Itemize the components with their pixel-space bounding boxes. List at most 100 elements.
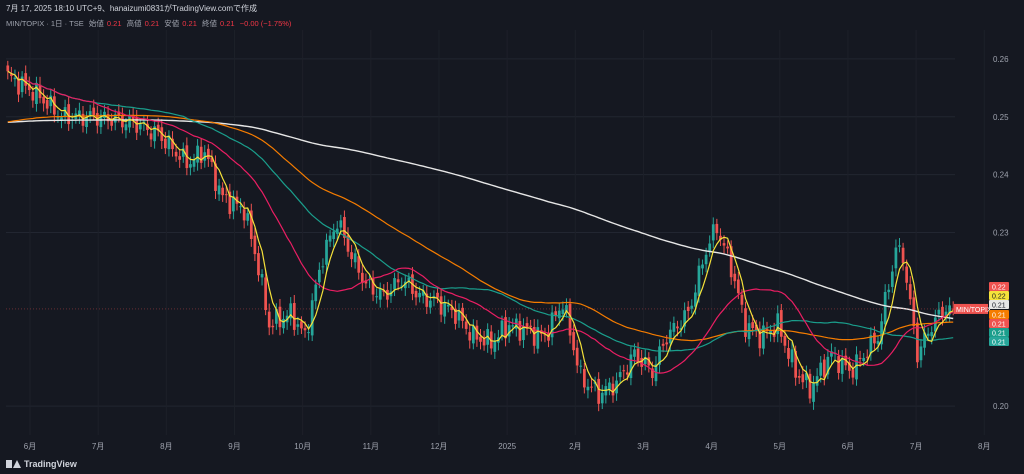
candle-body bbox=[181, 148, 185, 157]
candle-body bbox=[865, 356, 869, 358]
y-tick-label: 0.20 bbox=[993, 402, 1009, 411]
candle-body bbox=[343, 217, 346, 238]
candle-body bbox=[751, 322, 755, 329]
moving-average-line bbox=[7, 70, 954, 352]
candle-body bbox=[267, 311, 271, 328]
candle-body bbox=[214, 163, 217, 191]
candle-body bbox=[113, 114, 117, 123]
candle-body bbox=[708, 243, 712, 252]
candle-body bbox=[532, 326, 536, 346]
candle-body bbox=[418, 292, 421, 298]
candle-body bbox=[31, 92, 35, 101]
candle-body bbox=[887, 289, 891, 293]
candle-body bbox=[919, 346, 923, 361]
x-tick-label: 2月 bbox=[569, 442, 581, 451]
candle-body bbox=[815, 376, 819, 386]
x-tick-label: 9月 bbox=[228, 442, 240, 451]
candle-body bbox=[357, 256, 361, 273]
x-tick-label: 11月 bbox=[363, 442, 379, 451]
moving-average-line bbox=[7, 119, 954, 320]
candle-body bbox=[439, 296, 443, 315]
chart-caption: 7月 17, 2025 18:10 UTC+9、hanaizumi0831がTr… bbox=[6, 4, 258, 13]
candle-body bbox=[317, 269, 321, 283]
open-value: 0.21 bbox=[106, 19, 122, 28]
candle-body bbox=[282, 318, 285, 329]
candle-body bbox=[625, 372, 629, 375]
candle-body bbox=[260, 274, 264, 278]
candle-body bbox=[822, 359, 826, 378]
candle-body bbox=[264, 277, 267, 311]
candle-body bbox=[787, 347, 790, 359]
candle-body bbox=[636, 348, 640, 362]
candle-body bbox=[805, 372, 808, 381]
candle-body bbox=[17, 78, 20, 95]
candle-body bbox=[769, 330, 772, 335]
candle-body bbox=[206, 148, 210, 160]
x-tick-label: 2025 bbox=[498, 442, 516, 451]
candle-body bbox=[468, 332, 472, 341]
x-tick-label: 6月 bbox=[842, 442, 854, 451]
candle-body bbox=[450, 306, 454, 311]
candle-body bbox=[582, 368, 586, 388]
candle-body bbox=[694, 292, 697, 307]
candle-body bbox=[504, 317, 507, 339]
candle-body bbox=[858, 357, 862, 359]
candle-body bbox=[837, 356, 840, 373]
symbol-legend: MIN/TOPIX · 1日 · TSE 始値 0.21 高値 0.21 安値 0.2… bbox=[6, 18, 294, 29]
candle-body bbox=[443, 303, 447, 317]
candle-body bbox=[27, 84, 31, 91]
candle-body bbox=[869, 335, 873, 354]
candle-body bbox=[898, 245, 901, 247]
price-axis-label: 0.21 bbox=[992, 313, 1006, 320]
candle-body bbox=[697, 265, 701, 296]
candle-body bbox=[665, 342, 669, 345]
price-axis-label: 0.22 bbox=[992, 294, 1006, 301]
candle-body bbox=[249, 210, 253, 240]
candle-body bbox=[575, 347, 579, 366]
symbol-name[interactable]: MIN/TOPIX · 1日 · TSE bbox=[6, 19, 84, 28]
candle-body bbox=[328, 235, 332, 242]
candle-body bbox=[403, 281, 407, 289]
candle-body bbox=[332, 231, 336, 240]
candle-body bbox=[711, 224, 715, 241]
candle-body bbox=[475, 325, 479, 340]
candle-body bbox=[618, 372, 622, 378]
candle-body bbox=[429, 300, 432, 308]
candle-body bbox=[808, 373, 812, 399]
x-tick-label: 7月 bbox=[910, 442, 922, 451]
x-tick-label: 4月 bbox=[705, 442, 717, 451]
candle-body bbox=[790, 349, 794, 363]
candle-body bbox=[543, 334, 547, 336]
candle-body bbox=[339, 220, 343, 228]
candle-body bbox=[862, 357, 866, 362]
candle-body bbox=[189, 164, 192, 168]
x-tick-label: 12月 bbox=[431, 442, 448, 451]
candle-body bbox=[579, 365, 583, 367]
candle-body bbox=[883, 291, 887, 325]
candle-body bbox=[847, 361, 851, 371]
candle-body bbox=[522, 326, 525, 341]
candle-body bbox=[651, 368, 654, 379]
y-tick-label: 0.24 bbox=[993, 171, 1009, 180]
candle-body bbox=[525, 323, 529, 329]
close-label: 終値 bbox=[202, 19, 217, 28]
candle-body bbox=[457, 310, 461, 321]
candle-body bbox=[321, 266, 325, 268]
candle-body bbox=[794, 350, 798, 378]
candle-body bbox=[242, 209, 246, 221]
candle-body bbox=[192, 159, 196, 167]
candle-body bbox=[253, 235, 257, 255]
price-axis-label: 0.21 bbox=[992, 303, 1006, 310]
candle-body bbox=[146, 123, 149, 130]
candle-body bbox=[464, 321, 468, 329]
candle-body bbox=[78, 110, 81, 117]
candle-body bbox=[400, 285, 404, 287]
candle-body bbox=[908, 284, 912, 300]
candle-body bbox=[13, 77, 17, 80]
candle-body bbox=[686, 306, 690, 311]
candle-body bbox=[149, 133, 153, 140]
candle-body bbox=[307, 332, 310, 334]
tradingview-brand[interactable]: TradingView bbox=[6, 459, 77, 469]
candle-body bbox=[572, 332, 575, 351]
